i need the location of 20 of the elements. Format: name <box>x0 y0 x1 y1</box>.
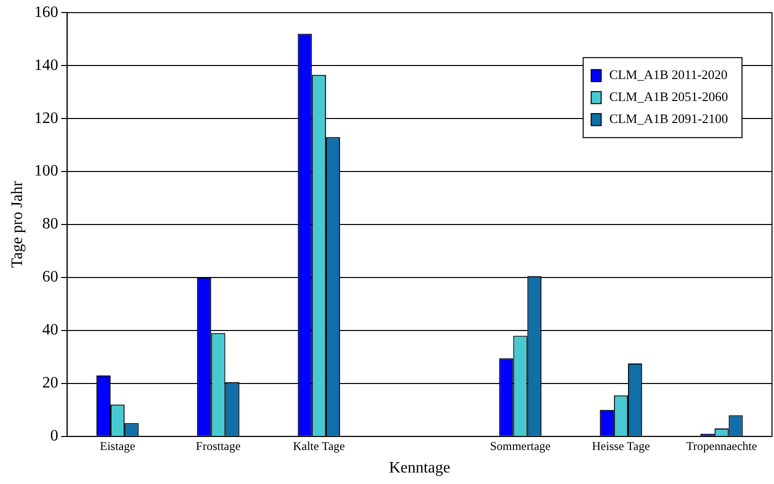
y-tick-label: 100 <box>34 162 58 180</box>
legend-label: CLM_A1B 2091-2100 <box>609 111 728 126</box>
x-tick-label: Kalte Tage <box>292 438 345 453</box>
x-tick-label: Sommertage <box>490 438 551 453</box>
y-axis-title: Tage pro Jahr <box>8 180 26 268</box>
x-tick-label: Eistage <box>100 438 136 453</box>
legend-label: CLM_A1B 2011-2020 <box>609 67 728 82</box>
legend-label: CLM_A1B 2051-2060 <box>609 89 728 104</box>
y-tick-label: 40 <box>42 322 58 339</box>
y-tick-label: 120 <box>34 110 58 127</box>
x-tick-label: Heisse Tage <box>592 438 650 453</box>
x-tick-label: Tropennaechte <box>686 438 758 453</box>
y-tick-label: 80 <box>42 216 58 233</box>
y-tick-label: 160 <box>34 4 58 21</box>
y-tick-label: 20 <box>42 374 58 392</box>
y-tick-label: 140 <box>34 56 58 74</box>
x-axis-title: Kenntage <box>388 460 450 477</box>
y-tick-label: 60 <box>42 268 58 286</box>
y-tick-label: 0 <box>50 428 58 445</box>
x-tick-label: Frosttage <box>196 438 241 453</box>
